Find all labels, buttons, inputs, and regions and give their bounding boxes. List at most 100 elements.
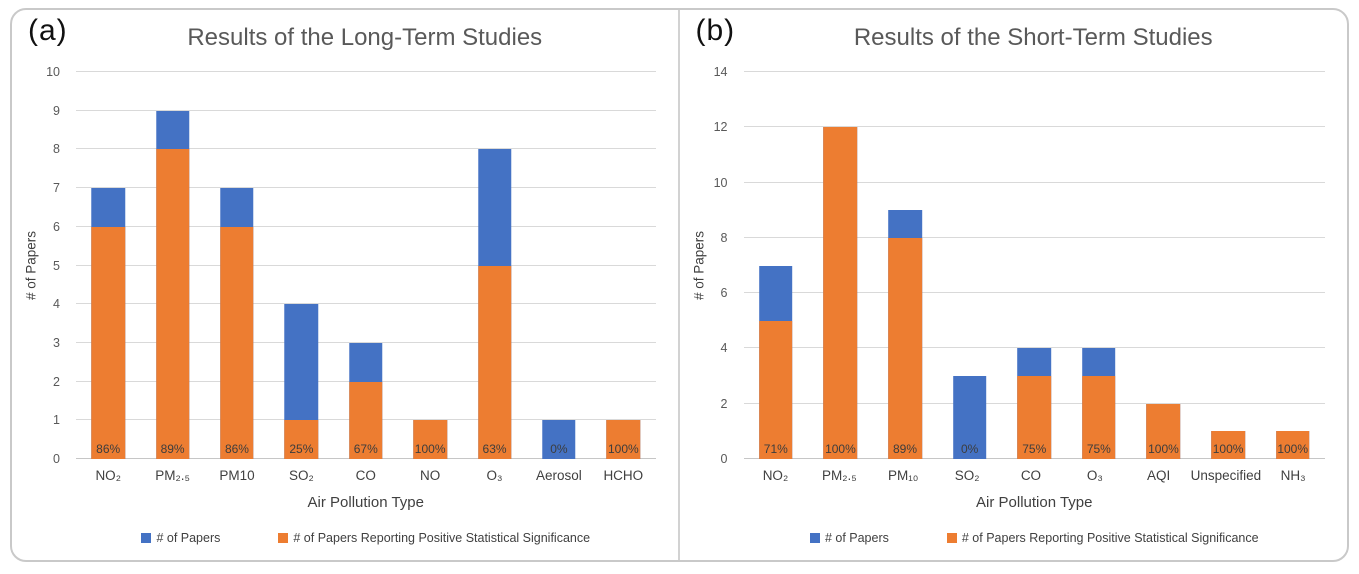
x-tick-label: NO₂ [95, 468, 121, 483]
y-tick-label: 4 [53, 297, 60, 312]
panel-long-term-chart: (a) Results of the Long-Term Studies # o… [12, 10, 680, 560]
panel-short-term-chart: (b) Results of the Short-Term Studies # … [680, 10, 1348, 560]
y-tick-label: 12 [713, 120, 728, 135]
bar-percentage-label: 75% [1022, 442, 1047, 456]
bar-percentage-label: 86% [96, 442, 121, 456]
x-axis-title: Air Pollution Type [307, 494, 424, 511]
bar-percentage-label: 100% [414, 442, 446, 456]
y-tick-label: 10 [46, 65, 60, 79]
x-axis-ticks: NO₂ PM₂.₅ PM10 SO₂ CO NO O₃ Aerosol HCHO [76, 468, 656, 483]
legend-label-positive: # of Papers Reporting Positive Statistic… [293, 531, 591, 545]
positive-significance-bar [413, 420, 447, 459]
y-tick-label: 3 [53, 335, 60, 350]
bar-percentage-label: 100% [1148, 442, 1179, 456]
y-tick-label: 2 [720, 396, 728, 411]
y-tick-label: 0 [720, 452, 728, 466]
y-tick-label: 6 [720, 286, 728, 301]
bar-column: 100% [1131, 72, 1196, 459]
y-tick-label: 8 [53, 142, 60, 157]
gridline [743, 71, 1325, 72]
bar-percentage-label: 71% [763, 442, 788, 456]
y-tick-label: 0 [53, 452, 60, 466]
y-axis-ticks: 0 2 4 6 8 10 12 14 [680, 65, 736, 466]
bar-column: 100% [398, 72, 462, 459]
y-axis-ticks: 0 1 2 3 4 5 6 7 8 9 10 [12, 65, 68, 466]
bar-percentage-label: 100% [1277, 442, 1309, 456]
papers-bar [952, 376, 987, 459]
x-tick-label: CO [355, 468, 376, 483]
bar-percentage-label: 25% [289, 442, 314, 456]
legend: # of Papers # of Papers Reporting Positi… [76, 531, 656, 545]
legend-item-positive: # of Papers Reporting Positive Statistic… [278, 531, 590, 545]
x-tick-label: SO₂ [288, 468, 314, 483]
legend-label-papers: # of Papers [824, 531, 889, 545]
bar-column: 86% [76, 72, 140, 459]
x-tick-label: PM₁₀ [887, 468, 919, 483]
bar-column: 0% [527, 72, 591, 459]
x-tick-label: NO [420, 468, 441, 483]
bar-column: 67% [334, 72, 398, 459]
positive-series-swatch [278, 533, 289, 543]
panel-label-a: (a) [28, 14, 68, 47]
positive-significance-bar [284, 420, 319, 459]
gridline [76, 187, 656, 189]
positive-significance-bar [1146, 403, 1181, 459]
x-axis-ticks: NO₂ PM₂.₅ PM₁₀ SO₂ CO O₃ AQI Unspecified NH₃ [744, 468, 1326, 483]
bar-column: 25% [269, 72, 333, 459]
bar-percentage-label: 100% [825, 442, 856, 456]
bar-column: 75% [1067, 72, 1132, 459]
bar-percentage-label: 100% [607, 442, 639, 456]
x-axis-title: Air Pollution Type [976, 494, 1093, 511]
legend-item-papers: # of Papers [141, 531, 220, 545]
y-tick-label: 4 [720, 341, 728, 356]
bar-columns: 71% 100% 89% 0% 75% 75% 100% 100% 100% [744, 72, 1326, 459]
x-tick-label: O₃ [486, 468, 503, 483]
y-tick-label: 6 [53, 219, 60, 234]
positive-significance-bar [1275, 431, 1310, 459]
positive-significance-bar [1017, 376, 1052, 459]
plot-area: 71% 100% 89% 0% 75% 75% 100% 100% 100% [743, 71, 1326, 459]
bar-column: 100% [1196, 72, 1261, 459]
chart-title: Results of the Short-Term Studies [853, 24, 1213, 51]
gridline [743, 126, 1325, 128]
gridline [743, 347, 1325, 349]
y-tick-label: 7 [53, 181, 60, 196]
positive-significance-bar [1082, 376, 1116, 459]
x-tick-label: NO₂ [762, 468, 789, 483]
gridline [76, 71, 656, 72]
gridline [76, 225, 656, 227]
x-tick-label: PM₂.₅ [821, 468, 857, 483]
bar-percentage-label: 89% [893, 442, 918, 456]
legend-label-papers: # of Papers [156, 531, 221, 545]
papers-bar [542, 420, 576, 459]
y-tick-label: 2 [53, 374, 60, 389]
x-tick-label: HCHO [603, 468, 644, 483]
positive-significance-bar [823, 127, 858, 459]
y-tick-label: 1 [53, 413, 60, 428]
gridline [743, 181, 1325, 183]
bar-percentage-label: 89% [160, 442, 185, 456]
bar-column: 100% [591, 72, 655, 459]
y-tick-label: 9 [53, 103, 60, 118]
bar-column: 86% [205, 72, 269, 459]
positive-significance-bar [220, 226, 254, 459]
gridline [743, 292, 1325, 294]
bar-column: 89% [873, 72, 938, 459]
bar-percentage-label: 75% [1086, 442, 1111, 456]
papers-series-swatch [141, 533, 152, 543]
positive-significance-bar [1211, 431, 1245, 459]
positive-significance-bar [155, 149, 190, 459]
plot-area: 86% 89% 86% 25% 67% 100% 63% 0% 100% [76, 71, 656, 459]
positive-significance-bar [349, 381, 383, 459]
x-tick-label: SO₂ [954, 468, 980, 483]
papers-series-swatch [809, 533, 820, 543]
bar-column: 75% [1002, 72, 1067, 459]
gridline [743, 236, 1325, 238]
bar-percentage-label: 67% [353, 442, 378, 456]
gridline [76, 341, 656, 343]
bar-column: 100% [808, 72, 873, 459]
positive-significance-bar [91, 226, 125, 459]
gridline [76, 109, 656, 111]
y-tick-label: 5 [53, 258, 60, 273]
x-tick-label: O₃ [1086, 468, 1103, 483]
